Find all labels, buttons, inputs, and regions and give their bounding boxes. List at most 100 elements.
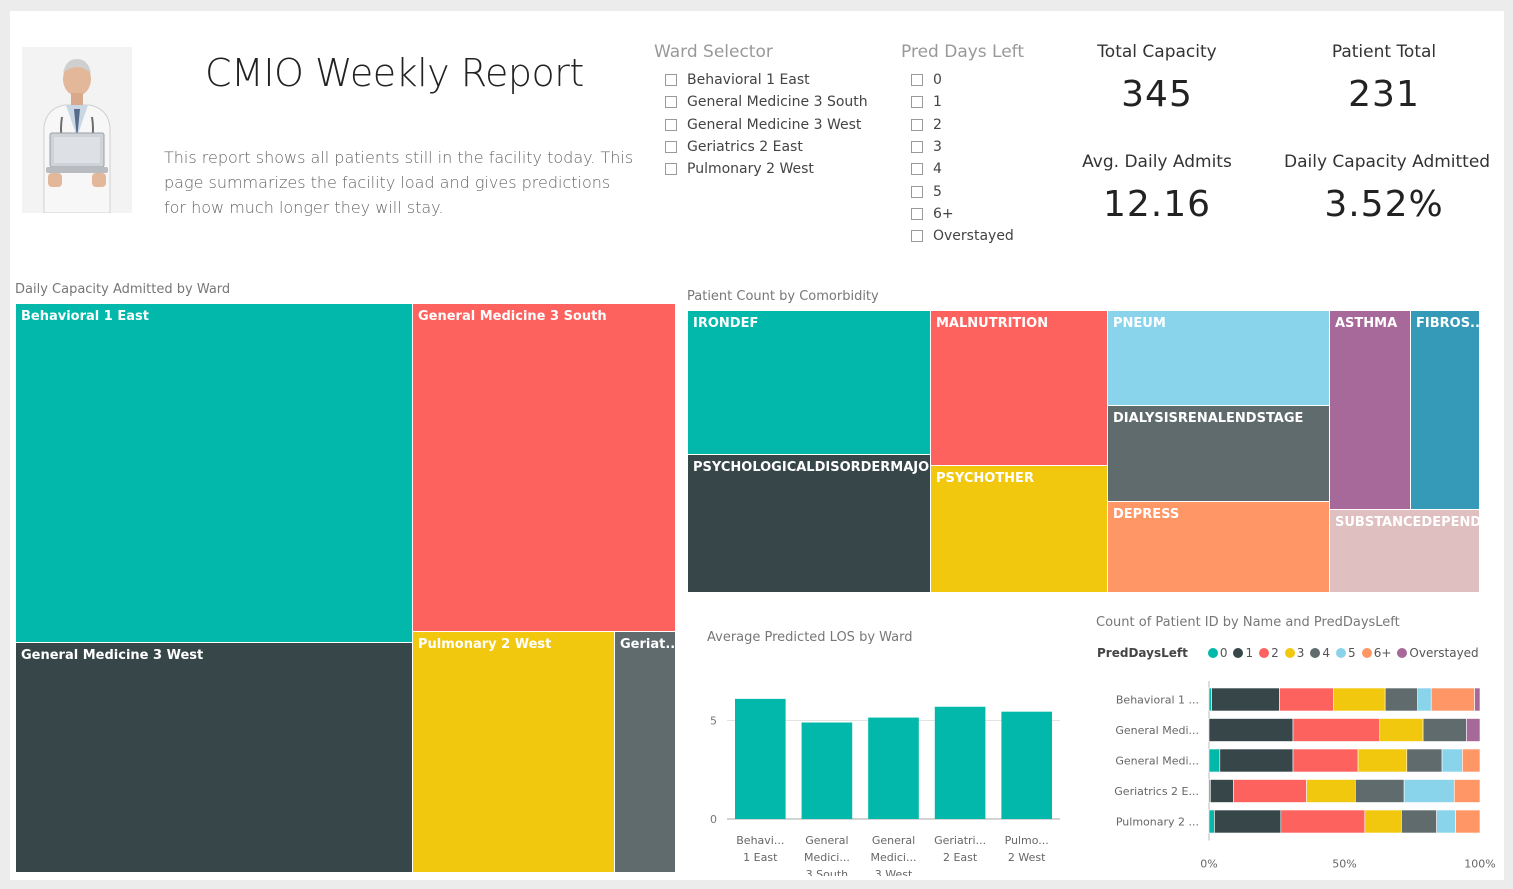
comorb-tile[interactable]: SUBSTANCEDEPEND... (1329, 509, 1480, 593)
checkbox[interactable] (911, 118, 923, 131)
legend-item[interactable]: 3 (1279, 646, 1304, 660)
checkbox[interactable] (911, 96, 923, 109)
stacked-segment[interactable] (1417, 687, 1432, 712)
legend-item[interactable]: 6+ (1356, 646, 1391, 660)
pred-days-option-label: 2 (933, 116, 942, 133)
los-bar[interactable] (734, 698, 786, 819)
stacked-segment[interactable] (1333, 687, 1386, 712)
stacked-segment[interactable] (1430, 687, 1475, 712)
ward-tile[interactable]: General Medicine 3 South (412, 303, 676, 632)
stacked-segment[interactable] (1211, 687, 1280, 712)
legend-item[interactable]: 4 (1304, 646, 1330, 660)
y-tick-label: 5 (710, 715, 717, 728)
legend-item[interactable]: 5 (1330, 646, 1356, 660)
los-bar[interactable] (934, 706, 986, 819)
stacked-segment[interactable] (1208, 748, 1221, 773)
ward-option[interactable]: General Medicine 3 West (665, 114, 868, 136)
comorb-tile[interactable]: FIBROS... (1410, 310, 1480, 510)
pred-days-option[interactable]: 2 (911, 114, 1024, 136)
checkbox[interactable] (911, 230, 923, 243)
los-bar[interactable] (868, 717, 919, 819)
ward-tile[interactable]: Behavioral 1 East (15, 303, 413, 643)
stacked-segment[interactable] (1441, 748, 1463, 773)
checkbox[interactable] (665, 74, 677, 87)
legend-item[interactable]: 1 (1227, 646, 1253, 660)
ward-option[interactable]: Geriatrics 2 East (665, 136, 868, 158)
stacked-segment[interactable] (1208, 718, 1294, 742)
comorb-tile[interactable]: ASTHMA (1329, 310, 1411, 510)
comorb-tile[interactable]: PNEUM (1107, 310, 1330, 406)
comorb-tile[interactable]: PSYCHOLOGICALDISORDERMAJOR (687, 454, 931, 593)
pred-days-option[interactable]: 5 (911, 180, 1024, 202)
stacked-segment[interactable] (1233, 779, 1307, 803)
ward-option[interactable]: General Medicine 3 South (665, 91, 868, 113)
stacked-segment[interactable] (1462, 748, 1481, 773)
ward-option-label: Behavioral 1 East (687, 72, 810, 89)
stacked-segment[interactable] (1208, 809, 1215, 834)
stacked-segment[interactable] (1422, 718, 1467, 742)
stacked-segment[interactable] (1403, 779, 1455, 803)
comorb-tile[interactable]: IRONDEF (687, 310, 931, 455)
checkbox[interactable] (911, 207, 923, 220)
y-tick-label: 0 (710, 813, 717, 826)
ward-tile[interactable]: Geriat... (614, 631, 676, 873)
x-tick-label: Pulmo... 2 West (1005, 834, 1049, 864)
stacked-segment[interactable] (1219, 748, 1294, 773)
ward-option[interactable]: Behavioral 1 East (665, 69, 868, 91)
comorb-tile[interactable]: MALNUTRITION (930, 310, 1108, 466)
pred-days-option-label: 1 (933, 94, 942, 111)
stacked-segment[interactable] (1474, 687, 1481, 712)
stacked-segment[interactable] (1292, 748, 1359, 773)
y-tick-label: General Medi... (1115, 755, 1199, 768)
legend-item[interactable]: Overstayed (1391, 646, 1479, 660)
stacked-segment[interactable] (1208, 687, 1213, 712)
checkbox[interactable] (665, 118, 677, 131)
stacked-segment[interactable] (1210, 779, 1234, 803)
los-bar[interactable] (801, 722, 853, 819)
checkbox[interactable] (665, 96, 677, 109)
stacked-segment[interactable] (1364, 809, 1402, 834)
stacked-segment[interactable] (1306, 779, 1356, 803)
legend-dot-icon (1284, 648, 1295, 658)
comorb-tile[interactable]: DIALYSISRENALENDSTAGE (1107, 405, 1330, 502)
legend-item[interactable]: 0 (1202, 646, 1228, 660)
ward-tile-label: General Medicine 3 West (21, 648, 204, 663)
pred-days-option[interactable]: 6+ (911, 203, 1024, 225)
checkbox[interactable] (911, 185, 923, 198)
legend-item[interactable]: 2 (1253, 646, 1279, 660)
checkbox[interactable] (911, 74, 923, 87)
checkbox[interactable] (911, 141, 923, 154)
stacked-segment[interactable] (1214, 809, 1282, 834)
stacked-segment[interactable] (1357, 748, 1408, 773)
stacked-segment[interactable] (1279, 687, 1334, 712)
stacked-segment[interactable] (1453, 779, 1481, 803)
ward-tile[interactable]: General Medicine 3 West (15, 642, 413, 873)
pred-days-option[interactable]: 0 (911, 69, 1024, 91)
stacked-segment[interactable] (1436, 809, 1456, 834)
pred-days-option[interactable]: Overstayed (911, 225, 1024, 247)
pred-days-option[interactable]: 4 (911, 158, 1024, 180)
pred-days-option[interactable]: 1 (911, 91, 1024, 113)
checkbox[interactable] (665, 163, 677, 176)
comorb-tile[interactable]: PSYCHOTHER (930, 465, 1108, 593)
checkbox[interactable] (665, 141, 677, 154)
stacked-segment[interactable] (1401, 809, 1437, 834)
pred-days-title: Pred Days Left (901, 42, 1025, 62)
ward-option[interactable]: Pulmonary 2 West (665, 158, 868, 180)
pred-days-option[interactable]: 3 (911, 136, 1024, 158)
stacked-segment[interactable] (1466, 718, 1481, 742)
stacked-segment[interactable] (1280, 809, 1366, 834)
ward-tile-label: General Medicine 3 South (418, 309, 607, 324)
stacked-segment[interactable] (1406, 748, 1443, 773)
los-bar[interactable] (1001, 711, 1053, 819)
stacked-segment[interactable] (1292, 718, 1381, 742)
checkbox[interactable] (911, 163, 923, 176)
kpi-label: Patient Total (1331, 42, 1437, 62)
ward-tile[interactable]: Pulmonary 2 West (412, 631, 615, 873)
stacked-segment[interactable] (1455, 809, 1481, 834)
stacked-segment[interactable] (1355, 779, 1405, 803)
legend-label: 0 (1219, 646, 1228, 660)
stacked-segment[interactable] (1384, 687, 1418, 712)
stacked-segment[interactable] (1379, 718, 1424, 742)
comorb-tile[interactable]: DEPRESS (1107, 501, 1330, 593)
